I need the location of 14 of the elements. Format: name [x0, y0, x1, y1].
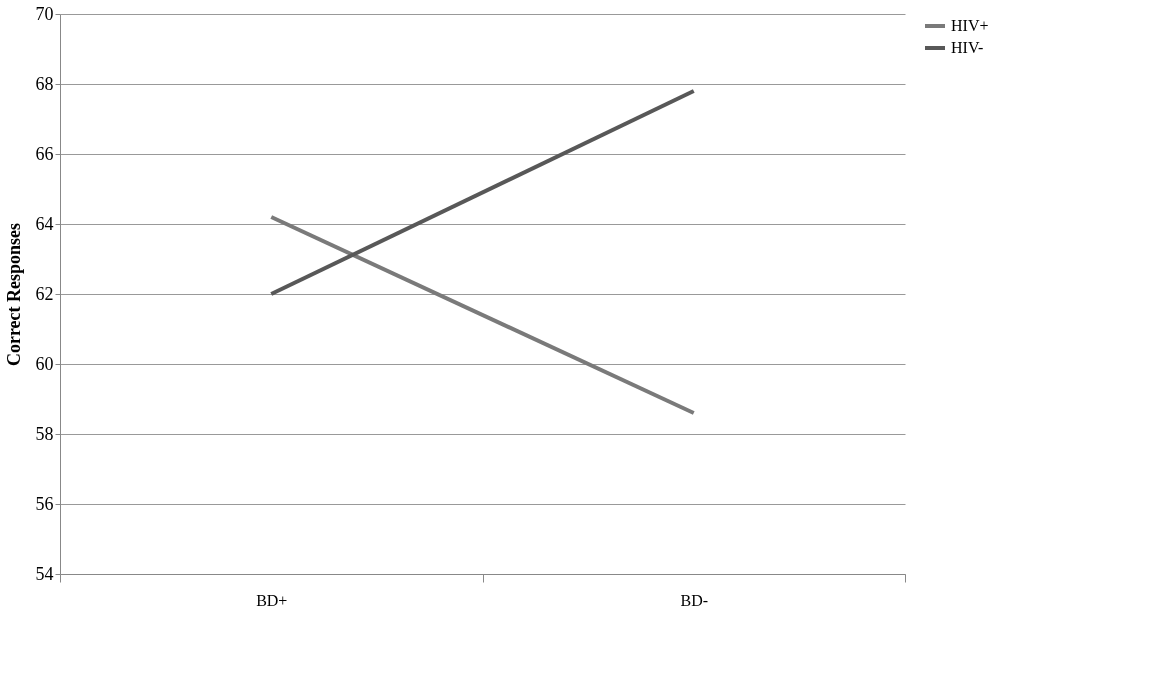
y-tick-label: 54: [35, 563, 54, 584]
y-tick-label: 58: [35, 423, 54, 444]
legend-label: HIV+: [951, 17, 989, 34]
y-tick-label: 60: [35, 353, 54, 374]
x-tick-label: BD+: [256, 591, 288, 609]
y-tick-label: 64: [35, 213, 54, 234]
y-tick-label: 70: [35, 3, 54, 24]
y-tick-label: 62: [35, 283, 54, 304]
x-tick-label: BD-: [680, 591, 709, 609]
legend-label: HIV-: [951, 39, 984, 56]
y-tick-label: 66: [35, 143, 54, 164]
y-tick-label: 56: [35, 493, 54, 514]
y-tick-label: 68: [35, 73, 54, 94]
y-axis-title: Correct Responses: [3, 222, 24, 367]
